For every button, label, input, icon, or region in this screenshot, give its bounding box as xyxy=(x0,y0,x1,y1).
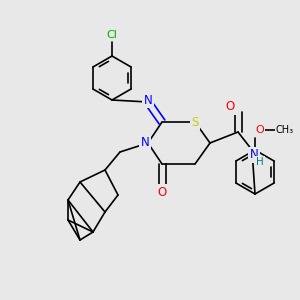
Text: O: O xyxy=(158,185,166,199)
Text: H: H xyxy=(256,157,264,167)
Text: N: N xyxy=(144,94,152,106)
Text: S: S xyxy=(191,116,199,128)
Text: N: N xyxy=(141,136,149,149)
Text: Cl: Cl xyxy=(106,30,117,40)
Text: O: O xyxy=(256,125,264,135)
Text: O: O xyxy=(225,100,235,113)
Text: CH₃: CH₃ xyxy=(276,125,294,135)
Text: N: N xyxy=(250,148,258,161)
